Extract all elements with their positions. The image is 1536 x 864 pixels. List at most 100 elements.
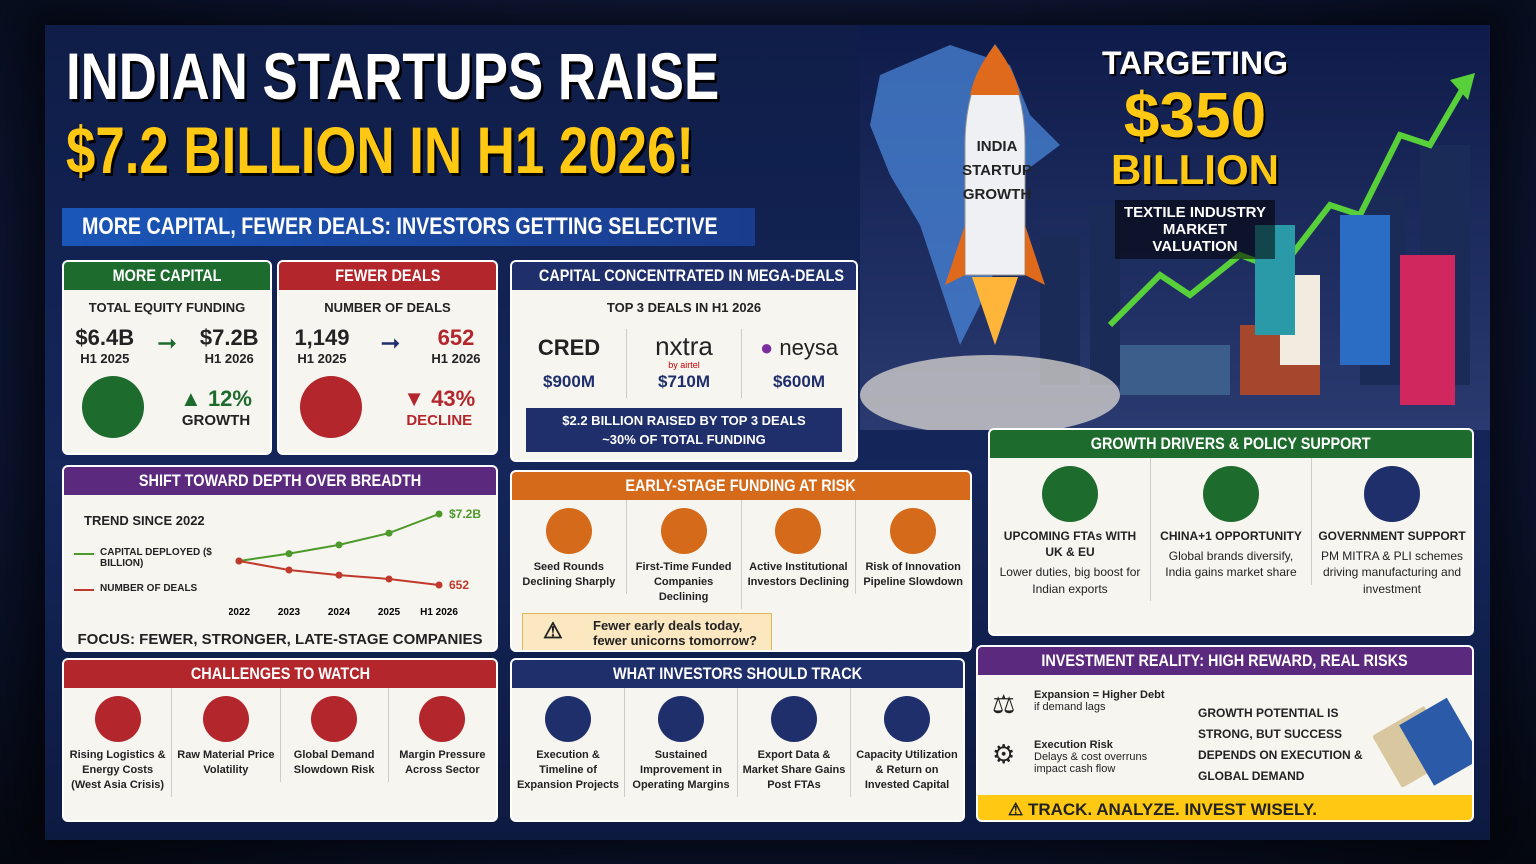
fewer-deals-panel: FEWER DEALS NUMBER OF DEALS 1,149 H1 2025… (277, 260, 498, 455)
decor: CHALLENGES TO WATCH (64, 660, 496, 688)
item: Capacity Utilization & Return on Investe… (851, 688, 963, 797)
panel-title: MORE CAPITAL (112, 266, 222, 285)
item-icon (771, 696, 817, 742)
subtitle-bar: MORE CAPITAL, FEWER DEALS: INVESTORS GET… (62, 208, 755, 246)
fabric-rolls (1373, 697, 1472, 787)
from-period: H1 2025 (297, 351, 347, 366)
risk-icon: ⚖ (992, 689, 1016, 719)
item: Execution & Timeline of Expansion Projec… (512, 688, 625, 797)
panel-title: WHAT INVESTORS SHOULD TRACK (612, 664, 863, 683)
item-icon (545, 508, 592, 554)
track-panel: WHAT INVESTORS SHOULD TRACK Execution & … (510, 658, 965, 822)
item-icon (419, 696, 466, 742)
change: ▼ 43% (403, 386, 475, 412)
target-block: TARGETING $350 BILLION TEXTILE INDUSTRY … (1100, 45, 1290, 259)
item-icon (775, 508, 822, 554)
panel-title: CAPITAL CONCENTRATED IN MEGA-DEALS (538, 266, 844, 285)
company-logo: ● neysa (746, 333, 852, 371)
item: Export Data & Market Share Gains Post FT… (738, 688, 851, 797)
panel-subtitle: NUMBER OF DEALS (324, 300, 451, 315)
decor: FEWER DEALS (279, 262, 496, 290)
risk: ⚖ Expansion = Higher Debt if demand lags (988, 689, 1178, 739)
point (235, 557, 243, 565)
more-capital-panel: MORE CAPITAL TOTAL EQUITY FUNDING $6.4B H… (62, 260, 272, 455)
decor (1120, 345, 1230, 395)
item: First-Time Funded Companies Declining (627, 500, 742, 609)
decor (1340, 215, 1390, 365)
arrow-head (1450, 73, 1475, 100)
logo-mark: ● (759, 335, 780, 360)
item-text: Active Institutional Investors Declining (747, 561, 850, 588)
trend-chart: $7.2B 652 2022 2023 2024 2025 H1 2026 (229, 507, 481, 618)
change: ▲ 12% (180, 386, 252, 412)
down-arrow: ▼ (403, 385, 432, 411)
deal-amount: $710M (658, 372, 710, 391)
growth-drivers-panel: GROWTH DRIVERS & POLICY SUPPORT UPCOMING… (988, 428, 1474, 636)
point (285, 566, 293, 574)
target-amount: $350 (1123, 79, 1267, 151)
risk-title: Expansion = Higher Debt (1034, 689, 1165, 701)
driver: CHINA+1 OPPORTUNITY Global brands diversi… (1151, 458, 1312, 585)
early-stage-panel: EARLY-STAGE FUNDING AT RISK Seed Rounds … (510, 470, 972, 652)
to-period: H1 2026 (431, 351, 481, 366)
item: Seed Rounds Declining Sharply (512, 500, 627, 594)
to-value: 652 (437, 325, 475, 350)
point (335, 571, 343, 579)
rocket-fins (945, 225, 1045, 285)
item-text: Margin Pressure Across Sector (399, 749, 486, 776)
risk-text: Delays & cost overruns impact cash flow (1034, 751, 1148, 775)
summary: $2.2 BILLION RAISED BY TOP 3 DEALS ~30% … (526, 407, 842, 452)
legend-entry: CAPITAL DEPLOYED ($ BILLION) (74, 547, 224, 569)
warning-icon: ⚠ (543, 617, 563, 643)
rocket-text: INDIA (976, 138, 1018, 155)
footer-bar: ⚠ TRACK. ANALYZE. INVEST WISELY. (978, 795, 1472, 820)
item-text: Global Demand Slowdown Risk (293, 749, 375, 776)
item-text: Export Data & Market Share Gains Post FT… (742, 749, 846, 791)
company-logo: CRED (537, 335, 601, 360)
item-text: Rising Logistics & Energy Costs (West As… (69, 749, 166, 791)
item-text: Execution & Timeline of Expansion Projec… (516, 749, 620, 791)
x-tick-label: 2023 (278, 607, 301, 618)
change-label: GROWTH (181, 411, 251, 429)
legend-swatch (74, 553, 94, 555)
item-text: Sustained Improvement in Operating Margi… (632, 749, 730, 791)
arrow: ➞ (380, 330, 401, 357)
point (435, 510, 443, 518)
warning-text: Fewer early deals today, fewer unicorns … (593, 617, 757, 648)
up-arrow: ▲ (180, 385, 208, 411)
driver-text: Global brands diversify, India gains mar… (1165, 549, 1297, 580)
decor: CRED $900M nxtra by airtel $710M ● neysa $60… (512, 329, 856, 398)
decor: $7.2B H1 2026 (200, 325, 259, 366)
panel-title: CHALLENGES TO WATCH (190, 664, 370, 683)
decor: ▲ 12% GROWTH (180, 386, 252, 429)
rocket-nose (970, 45, 1020, 95)
driver-title: CHINA+1 OPPORTUNITY (1160, 529, 1302, 543)
footer-text: TRACK. ANALYZE. INVEST WISELY. (1027, 800, 1318, 819)
driver-title: UPCOMING FTAs WITH UK & EU (1003, 529, 1137, 560)
decor: nxtra by airtel (631, 333, 737, 371)
to-period: H1 2026 (204, 351, 254, 366)
items: Execution & Timeline of Expansion Projec… (512, 688, 963, 797)
company-tag: by airtel (668, 360, 700, 370)
series-line (238, 513, 440, 562)
decor: 1,149 H1 2025 ➞ 652 H1 2026 (279, 325, 496, 366)
item: Rising Logistics & Energy Costs (West As… (64, 688, 173, 797)
smoke (860, 355, 1120, 430)
item: Margin Pressure Across Sector (389, 688, 496, 782)
item-text: Raw Material Price Volatility (177, 749, 275, 776)
decor: EARLY-STAGE FUNDING AT RISK (512, 472, 970, 500)
item: Raw Material Price Volatility (172, 688, 281, 782)
item: Sustained Improvement in Operating Margi… (625, 688, 738, 797)
decor: GROWTH DRIVERS & POLICY SUPPORT (990, 430, 1472, 458)
items: Rising Logistics & Energy Costs (West As… (64, 688, 496, 797)
item-icon (658, 696, 704, 742)
driver-title: GOVERNMENT SUPPORT (1318, 529, 1466, 543)
risk-icon: ⚙ (992, 739, 1016, 769)
decor (1400, 255, 1455, 405)
driver-text: PM MITRA & PLI schemes driving manufactu… (1320, 549, 1464, 596)
arrow: ➞ (156, 330, 178, 357)
target-caption: TEXTILE INDUSTRY MARKET VALUATION (1115, 200, 1275, 259)
decor: SHIFT TOWARD DEPTH OVER BREADTH (64, 467, 496, 495)
driver-text: Lower duties, big boost for Indian expor… (999, 565, 1141, 596)
